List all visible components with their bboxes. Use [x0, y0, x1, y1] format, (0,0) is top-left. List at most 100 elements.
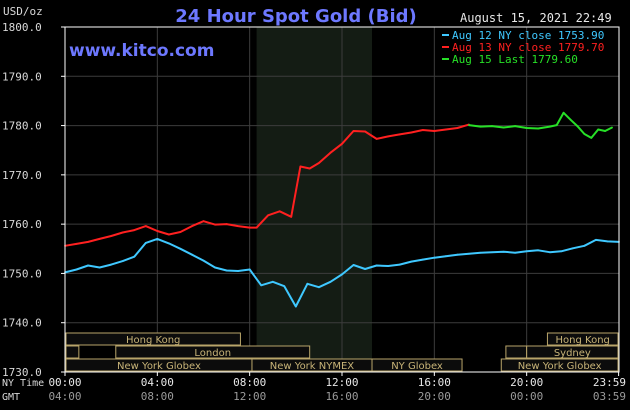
series-point-0 — [248, 268, 251, 271]
series-point-1 — [156, 230, 159, 232]
x-tick-label-gmt: 16:00 — [325, 390, 358, 403]
series-point-0 — [595, 239, 597, 241]
market-session-box — [115, 345, 311, 359]
x-tick-label-ny: 16:00 — [418, 376, 451, 389]
series-point-0 — [306, 282, 309, 285]
y-tick-label: 1750.0 — [2, 267, 42, 280]
series-point-1 — [387, 135, 390, 138]
series-point-0 — [421, 258, 424, 261]
series-point-0 — [479, 251, 482, 254]
series-point-1 — [352, 130, 355, 132]
series-point-0 — [283, 285, 286, 288]
market-session-label: New York NYMEX — [270, 361, 355, 372]
market-session-label: Sydney — [554, 348, 591, 359]
series-point-1 — [110, 235, 113, 237]
series-point-0 — [583, 244, 586, 247]
series-point-0 — [491, 251, 493, 254]
series-point-0 — [167, 242, 170, 245]
series-point-0 — [179, 247, 182, 250]
series-point-1 — [318, 162, 320, 164]
series-point-0 — [110, 263, 113, 266]
x-tick-label-ny: 08:00 — [233, 376, 266, 389]
series-point-1 — [341, 142, 343, 145]
series-point-2 — [569, 118, 572, 121]
series-point-0 — [133, 255, 136, 258]
series-point-2 — [479, 125, 482, 128]
y-tick-label: 1740.0 — [2, 317, 42, 330]
gmt-label: GMT — [2, 392, 20, 403]
x-tick-label-gmt: 20:00 — [418, 390, 451, 403]
market-sessions: Hong Kong Hong Kong London Sydney New York G… — [65, 332, 619, 372]
series-point-1 — [98, 238, 101, 240]
series-lines — [64, 111, 620, 308]
market-session-label: Hong Kong — [556, 335, 610, 346]
series-point-1 — [191, 225, 193, 228]
series-point-0 — [260, 284, 263, 287]
series-point-0 — [87, 264, 89, 267]
series-point-0 — [548, 251, 551, 254]
series-point-1 — [444, 128, 447, 131]
gridlines — [65, 27, 619, 372]
market-session-label: London — [194, 348, 231, 359]
series-point-0 — [237, 270, 240, 272]
series-point-1 — [421, 129, 424, 131]
series-point-0 — [341, 273, 343, 276]
market-session-box — [505, 345, 528, 359]
series-point-1 — [433, 130, 436, 132]
series-point-0 — [537, 249, 540, 252]
series-point-0 — [144, 241, 147, 244]
series-point-0 — [410, 260, 413, 263]
market-session-box — [65, 345, 80, 359]
legend-entry: Aug 15 Last 1779.60 — [452, 53, 578, 66]
legend-entry: Aug 13 NY close 1779.70 — [452, 41, 604, 54]
series-point-0 — [444, 255, 447, 258]
series-point-1 — [375, 137, 378, 140]
series-point-1 — [144, 225, 147, 228]
market-session-box — [65, 332, 241, 346]
series-point-0 — [318, 286, 320, 289]
series-point-0 — [468, 252, 470, 255]
series-point-1 — [299, 165, 302, 168]
series-point-2 — [604, 130, 607, 132]
ny-time-label: NY Time — [2, 378, 44, 389]
series-point-2 — [562, 111, 565, 114]
series-point-1 — [214, 223, 216, 226]
y-tick-label: 1760.0 — [2, 218, 42, 231]
x-tick-label-ny: 12:00 — [325, 376, 358, 389]
series-point-1 — [202, 220, 205, 223]
series-point-0 — [352, 264, 355, 266]
series-point-2 — [491, 125, 493, 127]
series-point-1 — [248, 226, 251, 229]
series-point-2 — [590, 136, 593, 139]
x-tick-label-ny: 20:00 — [510, 376, 543, 389]
series-point-0 — [225, 269, 228, 272]
market-session-label: NY Globex — [391, 361, 443, 372]
nymex-session-shade — [256, 27, 373, 372]
x-tick-label-gmt: 08:00 — [141, 390, 174, 403]
series-point-0 — [202, 259, 205, 262]
market-session-box — [546, 332, 619, 346]
series-point-2 — [555, 124, 558, 126]
series-point-2 — [514, 125, 517, 127]
series-point-0 — [571, 247, 574, 250]
series-point-0 — [294, 305, 297, 308]
series-point-1 — [456, 127, 459, 129]
series-point-1 — [167, 233, 170, 236]
x-tick-label-gmt: 00:00 — [510, 390, 543, 403]
series-point-1 — [364, 130, 366, 133]
series-point-0 — [525, 250, 528, 253]
series-point-0 — [329, 280, 332, 283]
market-session-label: Hong Kong — [126, 335, 180, 346]
market-session-label: New York Globex — [518, 361, 602, 372]
series-point-2 — [583, 133, 586, 135]
market-session-box — [526, 345, 619, 359]
series-point-1 — [237, 225, 240, 228]
series-point-1 — [225, 223, 228, 226]
series-point-2 — [525, 127, 528, 129]
y-axis-ticks: 1800.0 1790.0 1780.0 1770.0 1760.0 1750.0 1740… — [2, 21, 65, 379]
series-point-0 — [375, 264, 378, 267]
market-session-box — [371, 358, 463, 372]
kitco-watermark: www.kitco.com — [69, 41, 214, 61]
